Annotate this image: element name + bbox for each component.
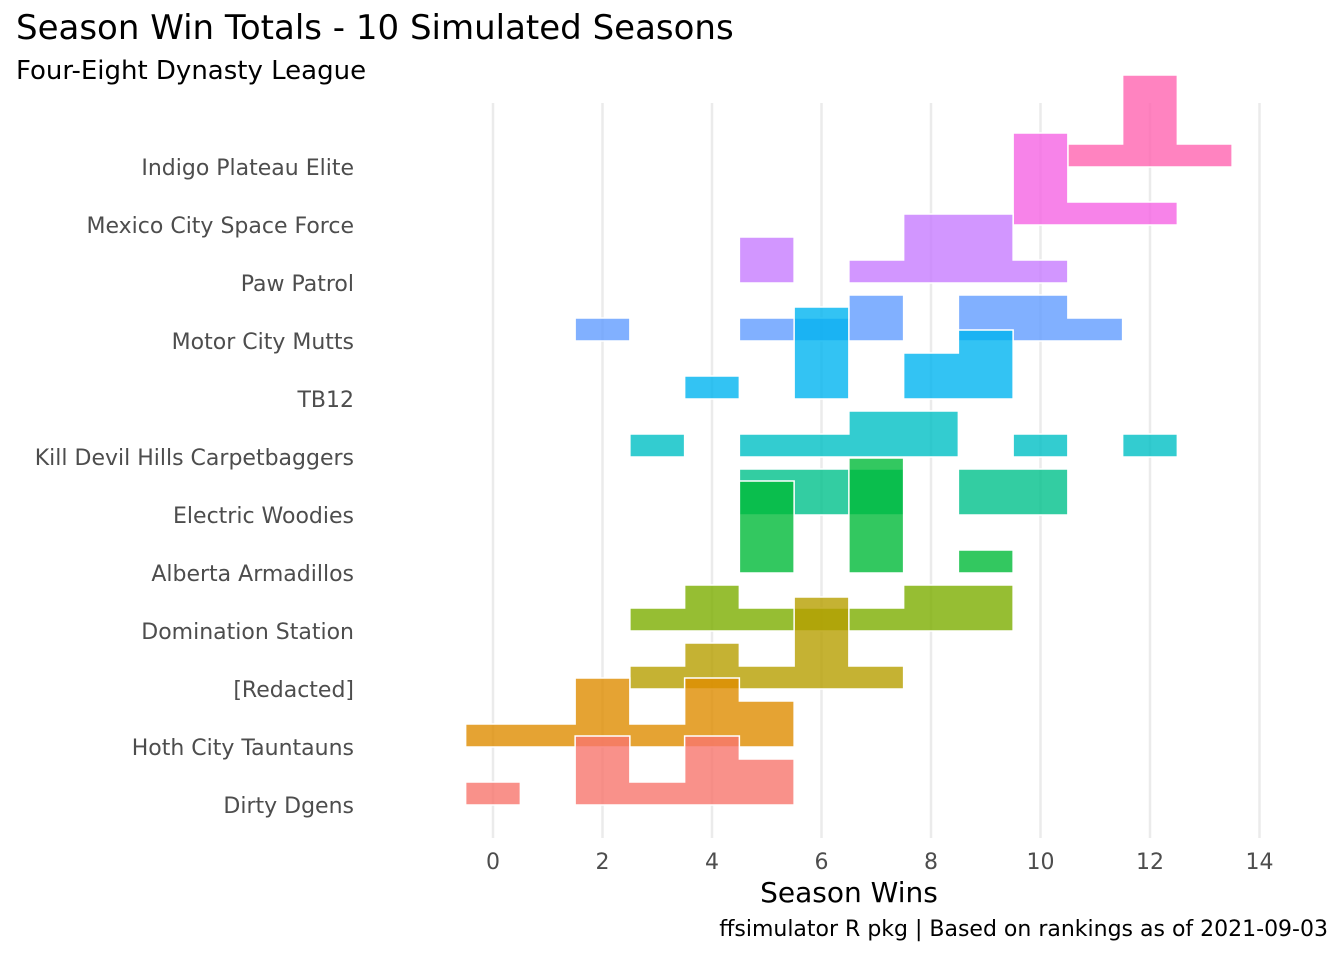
histogram-bar — [683, 375, 741, 400]
y-axis-label: Indigo Plateau Elite — [141, 156, 354, 181]
y-axis-label: Motor City Mutts — [172, 330, 354, 355]
histogram-bar — [574, 735, 795, 806]
x-tick-label: 14 — [1246, 850, 1274, 875]
histogram-bar — [629, 433, 686, 458]
histogram-bar — [738, 410, 960, 458]
ridge-dirty-dgens — [464, 735, 795, 806]
histogram-bar — [738, 480, 795, 574]
ridge-paw-patrol — [738, 213, 1069, 284]
ridge-kill-devil-hills-carpetbaggers — [629, 410, 1179, 458]
histogram-bar — [629, 596, 905, 690]
x-tick-label: 2 — [596, 850, 610, 875]
ridge-tb12 — [683, 306, 1014, 400]
ridge-indigo-plateau-elite — [1067, 74, 1233, 168]
ridge-redacted — [629, 596, 905, 690]
chart-caption: ffsimulator R pkg | Based on rankings as… — [719, 917, 1328, 942]
histogram-bar — [1067, 74, 1233, 168]
x-axis-ticks: 0 2 4 6 8 10 12 14 — [486, 850, 1274, 875]
histogram-bar — [464, 781, 522, 806]
histogram-bar — [464, 677, 795, 748]
x-tick-label: 4 — [705, 850, 719, 875]
chart-subtitle: Four-Eight Dynasty League — [16, 56, 367, 86]
x-tick-label: 12 — [1136, 850, 1164, 875]
x-tick-label: 0 — [486, 850, 500, 875]
histogram-bar — [574, 317, 631, 342]
y-axis-label: Domination Station — [141, 620, 354, 645]
x-tick-label: 10 — [1027, 850, 1055, 875]
histogram-bar — [1121, 433, 1179, 458]
histogram-bar — [957, 549, 1014, 574]
y-axis-label: Mexico City Space Force — [87, 214, 354, 239]
histogram-bar — [1012, 132, 1179, 226]
histogram-bar — [848, 457, 905, 574]
y-axis-label: Alberta Armadillos — [151, 562, 354, 587]
histogram-bar — [902, 329, 1014, 400]
y-axis-label: TB12 — [296, 388, 354, 413]
histogram-bar — [1012, 433, 1069, 458]
y-axis-label: Kill Devil Hills Carpetbaggers — [35, 446, 354, 471]
y-axis-label: Hoth City Tauntauns — [132, 736, 354, 761]
histogram-bar — [738, 236, 795, 284]
x-axis-title: Season Wins — [760, 876, 938, 909]
y-axis-label: [Redacted] — [233, 678, 354, 703]
histogram-bar — [848, 213, 1069, 284]
x-tick-label: 8 — [924, 850, 938, 875]
y-axis-label: Paw Patrol — [241, 272, 354, 297]
y-axis-labels: Indigo Plateau Elite Mexico City Space Fo… — [35, 156, 354, 819]
y-axis-label: Dirty Dgens — [223, 794, 354, 819]
y-axis-label: Electric Woodies — [173, 504, 354, 529]
histogram-bar — [957, 468, 1069, 516]
ridge-alberta-armadillos — [738, 457, 1014, 574]
ridge-mexico-city-space-force — [1012, 132, 1179, 226]
ridge-hoth-city-tauntauns — [464, 677, 795, 748]
histogram-bar — [793, 306, 850, 400]
ridge-histograms — [464, 74, 1233, 806]
x-tick-label: 6 — [815, 850, 829, 875]
chart-title: Season Win Totals - 10 Simulated Seasons — [16, 8, 734, 48]
